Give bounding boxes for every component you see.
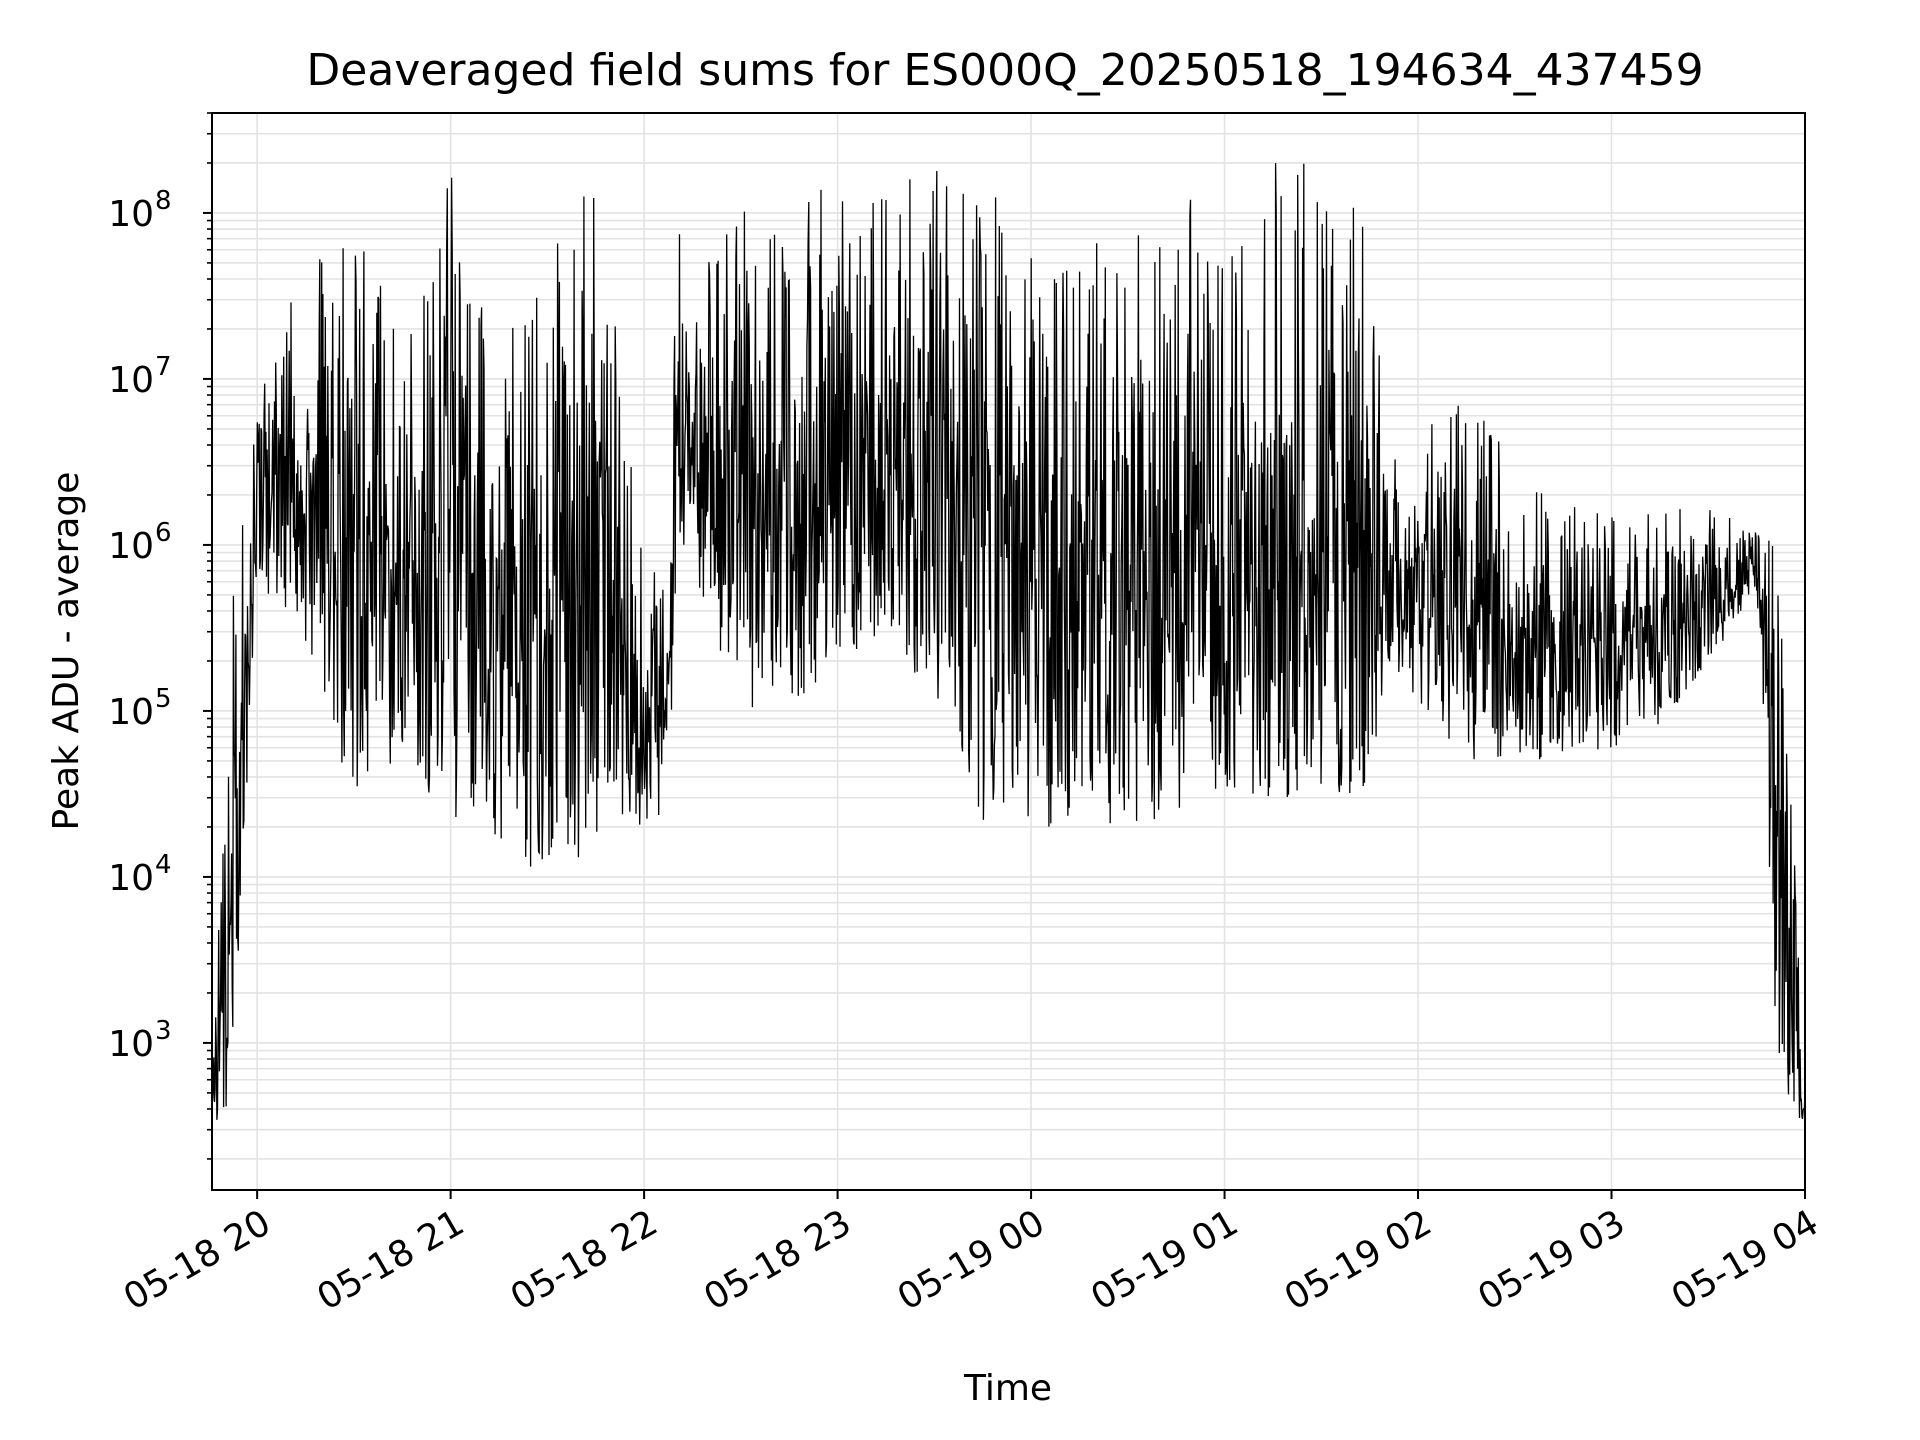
x-axis-label: Time: [963, 1368, 1052, 1409]
series-line: [211, 163, 1806, 1120]
series-layer: [211, 163, 1806, 1120]
y-tick-exponent: 3: [155, 1016, 172, 1046]
y-tick-label: 10: [108, 526, 154, 567]
grid-layer: [212, 112, 1806, 1190]
y-tick-label: 10: [108, 1024, 154, 1065]
y-axis-label: Peak ADU - average: [46, 472, 87, 831]
plot-frame: [211, 112, 1806, 1191]
y-tick-label: 10: [108, 360, 154, 401]
y-tick-label: 10: [108, 858, 154, 899]
y-tick-exponent: 6: [155, 518, 172, 548]
y-tick-exponent: 8: [155, 186, 172, 216]
y-tick-exponent: 4: [155, 850, 172, 880]
y-tick-label: 10: [108, 194, 154, 235]
y-tick-exponent: 5: [155, 684, 172, 714]
y-tick-exponent: 7: [155, 352, 172, 382]
chart-title: Deaveraged field sums for ES000Q_2025051…: [306, 45, 1703, 96]
y-tick-label: 10: [108, 692, 154, 733]
